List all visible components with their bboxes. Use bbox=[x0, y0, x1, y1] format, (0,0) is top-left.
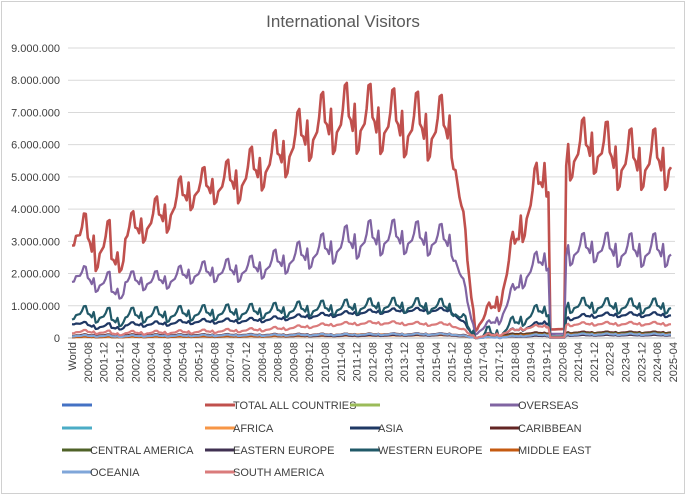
x-tick-label: 2015-04 bbox=[431, 342, 443, 382]
x-tick-label: 2009-08 bbox=[288, 342, 300, 382]
legend-label: OCEANIA bbox=[90, 467, 140, 479]
y-tick-label: 3.000.000 bbox=[11, 236, 60, 248]
legend-label: MIDDLE EAST bbox=[518, 445, 592, 457]
x-tick-label: 2023-04 bbox=[621, 342, 633, 382]
series-line-south-america bbox=[71, 320, 672, 340]
legend-label: SOUTH AMERICA bbox=[233, 467, 325, 479]
x-tick-label: 2018-08 bbox=[510, 342, 522, 382]
x-tick-label: 2017-04 bbox=[478, 342, 490, 382]
y-tick-label: 2.000.000 bbox=[11, 269, 60, 281]
x-tick-label: 2021-04 bbox=[573, 342, 585, 382]
x-tick-label: World bbox=[67, 342, 79, 371]
y-tick-label: 6.000.000 bbox=[11, 140, 60, 152]
series-line-asia bbox=[71, 306, 672, 340]
x-tick-label: 2011-04 bbox=[336, 342, 348, 382]
x-tick-label: 2019-12 bbox=[541, 342, 553, 382]
x-tick-label: 2023-12 bbox=[636, 342, 648, 382]
chart-title: International Visitors bbox=[266, 12, 420, 31]
y-tick-label: 5.000.000 bbox=[11, 172, 60, 184]
y-tick-label: 4.000.000 bbox=[11, 204, 60, 216]
legend-label: OVERSEAS bbox=[518, 400, 579, 412]
x-tick-label: 2012-08 bbox=[368, 342, 380, 382]
legend-label: AFRICA bbox=[233, 423, 274, 435]
x-tick-label: 2008-04 bbox=[257, 342, 269, 382]
x-tick-label: 2013-04 bbox=[383, 342, 395, 382]
x-tick-label: 2014-08 bbox=[415, 342, 427, 382]
series-group bbox=[71, 81, 673, 340]
legend-label: TOTAL ALL COUNTRIES bbox=[233, 400, 356, 412]
y-axis-ticks: 0 1.000.000 2.000.000 3.000.000 4.000.000 5.0… bbox=[11, 43, 60, 345]
y-tick-label: 8.000.000 bbox=[11, 75, 60, 87]
x-tick-label: 2024-08 bbox=[652, 342, 664, 382]
x-tick-label: 2003-04 bbox=[146, 342, 158, 382]
series-line-total-all-countries bbox=[71, 81, 673, 333]
x-tick-label: 2006-08 bbox=[209, 342, 221, 382]
x-tick-label: 2019-04 bbox=[526, 342, 538, 382]
x-tick-label: 2021-12 bbox=[589, 342, 601, 382]
legend: TOTAL ALL COUNTRIES OVERSEAS AFRICA ASIA CAR… bbox=[62, 400, 592, 479]
series-line-western-europe bbox=[71, 296, 672, 340]
x-tick-label: 2005-04 bbox=[178, 342, 190, 382]
x-tick-label: 2002-04 bbox=[130, 342, 142, 382]
legend-label: CENTRAL AMERICA bbox=[90, 445, 194, 457]
series-line-overseas bbox=[71, 218, 672, 336]
legend-label: EASTERN EUROPE bbox=[233, 445, 334, 457]
y-tick-label: 0 bbox=[54, 333, 60, 345]
x-tick-label: 2010-08 bbox=[320, 342, 332, 382]
x-tick-label: 2007-04 bbox=[225, 342, 237, 382]
x-tick-label: 2007-12 bbox=[241, 342, 253, 382]
x-tick-label: 2011-12 bbox=[352, 342, 364, 382]
x-tick-label: 2009-12 bbox=[304, 342, 316, 382]
x-tick-label: 2004-08 bbox=[162, 342, 174, 382]
y-tick-label: 1.000.000 bbox=[11, 301, 60, 313]
x-tick-label: 2022-8 bbox=[605, 342, 617, 376]
x-axis-ticks: World 2000-08 2001-12 2001-12 2002-04 2003-04… bbox=[67, 342, 680, 382]
y-tick-label: 7.000.000 bbox=[11, 107, 60, 119]
x-tick-label: 2008-08 bbox=[273, 342, 285, 382]
x-tick-label: 2025-04 bbox=[668, 342, 680, 382]
x-tick-label: 2001-12 bbox=[114, 342, 126, 382]
x-tick-label: 2005-12 bbox=[194, 342, 206, 382]
x-tick-label: 2017-12 bbox=[494, 342, 506, 382]
x-tick-label: 2015-12 bbox=[447, 342, 459, 382]
x-tick-label: 2001-12 bbox=[99, 342, 111, 382]
x-tick-label: 2016-08 bbox=[462, 342, 474, 382]
x-tick-label: 2000-08 bbox=[83, 342, 95, 382]
legend-label: ASIA bbox=[378, 423, 404, 435]
legend-label: CARIBBEAN bbox=[518, 423, 582, 435]
y-tick-label: 9.000.000 bbox=[11, 43, 60, 55]
x-tick-label: 2020-08 bbox=[557, 342, 569, 382]
x-tick-label: 2013-12 bbox=[399, 342, 411, 382]
legend-label: WESTERN EUROPE bbox=[378, 445, 483, 457]
series-line-oceania bbox=[71, 332, 671, 340]
